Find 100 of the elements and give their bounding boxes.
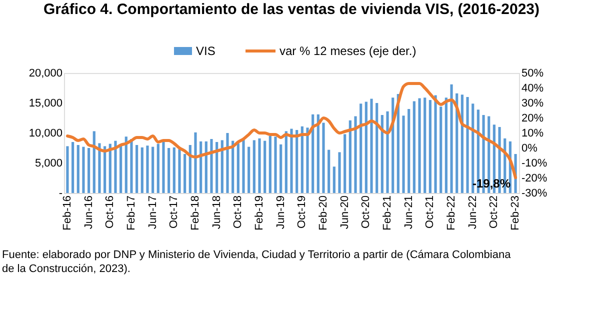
x-tick-label: Oct-16	[104, 196, 116, 229]
bar	[360, 104, 362, 193]
bar	[444, 98, 448, 193]
bar	[354, 116, 357, 193]
source-note: Fuente: elaborado por DNP y Ministerio de Vivienda, Ciudad y Territorio a partir de (Cámara Colombiana de la Construcción, 2023).	[2, 249, 512, 275]
bar	[408, 109, 410, 193]
y-tick-label: 5,000	[34, 158, 62, 170]
bar	[338, 152, 341, 193]
y2-tick-label: -20%	[522, 172, 548, 184]
bar	[264, 140, 266, 193]
x-tick-label: Feb-22	[446, 196, 458, 230]
bar	[178, 149, 181, 193]
bar	[386, 111, 389, 193]
bar	[120, 145, 122, 193]
bar	[204, 141, 208, 193]
x-tick-label: Oct-20	[360, 196, 372, 229]
x-tick-label: Feb-17	[125, 196, 138, 230]
y2-tick-label: 0%	[522, 142, 538, 154]
bar	[140, 147, 144, 193]
x-tick-label: Oct-18	[232, 196, 244, 229]
bar	[322, 122, 325, 193]
y2-tick-label: -30%	[522, 188, 548, 200]
bar	[380, 115, 384, 193]
bar	[348, 120, 352, 193]
bar	[152, 146, 154, 193]
y2-tick-label: 40%	[522, 82, 544, 94]
bar	[306, 128, 309, 193]
bar	[124, 136, 128, 193]
bar	[258, 138, 261, 193]
x-tick-label: Jun-22	[466, 196, 479, 230]
x-tick-label: Feb-18	[189, 196, 202, 230]
y-tick-label: 15,000	[28, 98, 62, 110]
bar	[284, 131, 288, 193]
bar	[364, 102, 368, 193]
legend-label: var % 12 meses (eje der.)	[280, 44, 416, 58]
bar	[370, 98, 373, 193]
bar	[440, 106, 442, 193]
bar	[418, 98, 421, 193]
chart-title: Gráfico 4. Comportamiento de las ventas de vivienda VIS, (2016-2023)	[43, 1, 540, 18]
bar	[296, 130, 298, 193]
bar	[280, 144, 282, 193]
bar	[412, 101, 416, 193]
bar	[194, 132, 197, 193]
x-tick-label: Jun-17	[146, 196, 159, 230]
bar	[236, 143, 240, 193]
x-tick-label: Jun-18	[210, 196, 223, 230]
y2-tick-label: 20%	[522, 112, 544, 124]
x-tick-label: Oct-17	[168, 196, 180, 229]
bar	[72, 142, 74, 193]
bar	[172, 147, 176, 193]
bar	[114, 140, 117, 193]
x-tick-label: Jun-16	[82, 196, 95, 230]
bar	[66, 146, 69, 193]
bar	[300, 126, 304, 193]
bar	[450, 84, 453, 193]
line-series	[66, 82, 518, 180]
bar	[312, 114, 314, 193]
bar	[216, 142, 218, 193]
bar	[376, 103, 378, 193]
bar	[466, 97, 469, 193]
bar	[226, 133, 229, 193]
bar	[268, 136, 272, 193]
bar	[82, 146, 85, 193]
x-tick-label: Jun-19	[274, 196, 287, 230]
bar	[184, 154, 186, 193]
x-tick-label: Feb-21	[382, 196, 394, 230]
x-tick-label: Feb-16	[61, 196, 74, 230]
y-tick-label: 10,000	[28, 128, 62, 140]
bar	[162, 142, 165, 193]
bar	[424, 98, 426, 193]
bar	[428, 100, 432, 193]
bar	[434, 95, 437, 193]
x-tick-label: Oct-21	[424, 196, 436, 229]
bar	[130, 139, 133, 193]
bar	[146, 146, 149, 193]
y2-tick-label: 30%	[522, 98, 544, 110]
y-tick-label: -	[58, 188, 63, 200]
bar	[104, 146, 106, 193]
x-tick-label: Feb-20	[318, 196, 330, 230]
y2-tick-label: 50%	[522, 68, 544, 80]
bar	[344, 134, 346, 193]
bar	[248, 146, 250, 193]
bar	[232, 140, 234, 193]
y-tick-label: 20,000	[28, 68, 62, 80]
bar	[242, 140, 245, 193]
bar	[88, 148, 90, 193]
bar	[460, 94, 464, 193]
bar	[92, 131, 96, 193]
bar	[76, 145, 80, 193]
annotation: -19,8%	[472, 176, 511, 191]
bar	[98, 143, 101, 193]
bar	[290, 128, 293, 193]
bar	[200, 141, 202, 193]
bar	[220, 140, 224, 193]
x-tick-label: Oct-19	[296, 196, 308, 229]
x-tick-label: Feb-19	[253, 196, 266, 230]
bar	[156, 144, 160, 193]
y2-tick-label: 10%	[522, 128, 544, 140]
bar	[328, 150, 330, 193]
bar	[472, 104, 474, 193]
